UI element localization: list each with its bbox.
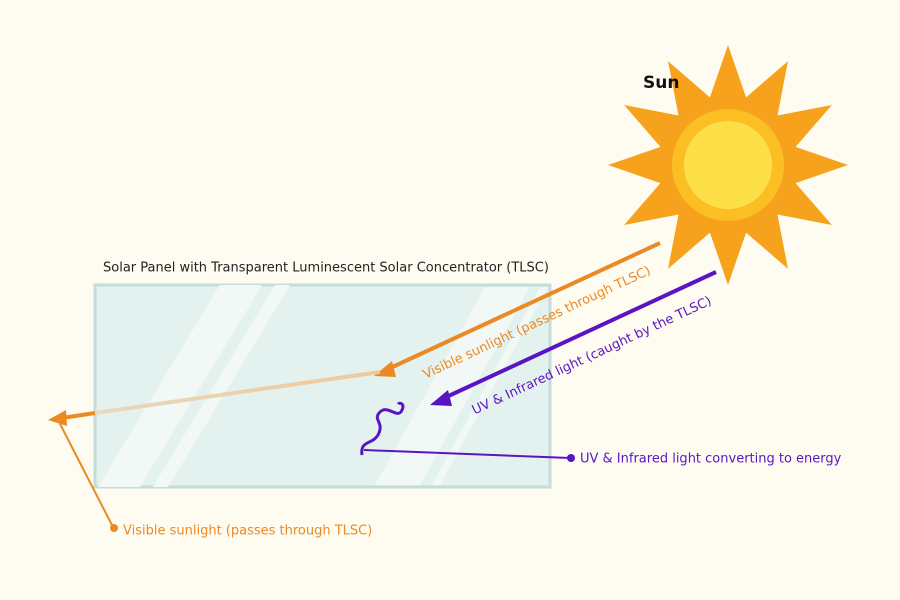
panel	[93, 283, 552, 489]
visible-outgoing-label: Visible sunlight (passes through TLSC)	[123, 524, 372, 539]
sun-icon	[608, 45, 848, 285]
uv-converting-label: UV & Infrared light converting to energy	[580, 452, 842, 467]
panel-title: Solar Panel with Transparent Luminescent…	[103, 261, 549, 276]
visible-ray	[48, 241, 661, 532]
sun-label: Sun	[643, 73, 679, 93]
uv-ray	[360, 270, 717, 462]
